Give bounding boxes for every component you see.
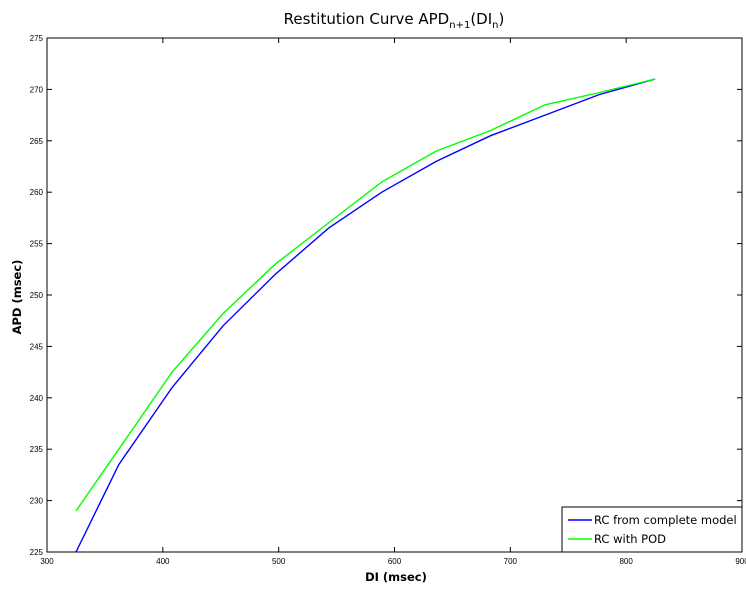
y-tick-label: 230 — [30, 497, 44, 506]
title-subscript-1: n+1 — [449, 20, 470, 31]
series-line-rc-with-pod — [75, 78, 656, 512]
chart-title: Restitution Curve APDn+1(DIn) — [284, 10, 505, 31]
y-tick-label: 270 — [30, 85, 44, 94]
y-tick-label: 225 — [30, 548, 44, 557]
series-lines — [75, 78, 656, 553]
legend-label-pod: RC with POD — [594, 532, 666, 546]
x-tick-label: 400 — [156, 557, 170, 566]
x-tick-label: 500 — [272, 557, 286, 566]
y-tick-label: 260 — [30, 188, 44, 197]
legend-label-complete-model: RC from complete model — [594, 513, 737, 527]
x-tick-label: 600 — [388, 557, 402, 566]
x-tick-label: 300 — [40, 557, 54, 566]
y-axis-label: APD (msec) — [10, 260, 24, 335]
x-tick-label: 800 — [619, 557, 633, 566]
y-tick-label: 235 — [30, 445, 44, 454]
plot-frame — [46, 37, 743, 553]
title-subscript-2: n — [492, 20, 498, 31]
title-suffix: ) — [499, 10, 505, 28]
title-mid: (DI — [470, 10, 492, 28]
axis-ticks: 300 400 500 600 700 800 900 225 230 235 240 245 250 2… — [30, 34, 746, 566]
y-tick-label: 245 — [30, 342, 44, 351]
plot-background — [47, 38, 742, 552]
legend-box — [561, 506, 743, 553]
y-tick-label: 275 — [30, 34, 44, 43]
title-prefix: Restitution Curve APD — [284, 10, 450, 28]
y-tick-label: 255 — [30, 240, 44, 249]
x-tick-label: 900 — [735, 557, 746, 566]
y-tick-label: 265 — [30, 137, 44, 146]
x-tick-label: 700 — [504, 557, 518, 566]
y-tick-label: 240 — [30, 394, 44, 403]
series-line-rc-from-complete-model — [75, 78, 656, 553]
legend: RC from complete model RC with POD — [561, 506, 743, 553]
x-axis-label: DI (msec) — [365, 570, 427, 584]
y-tick-label: 250 — [30, 291, 44, 300]
